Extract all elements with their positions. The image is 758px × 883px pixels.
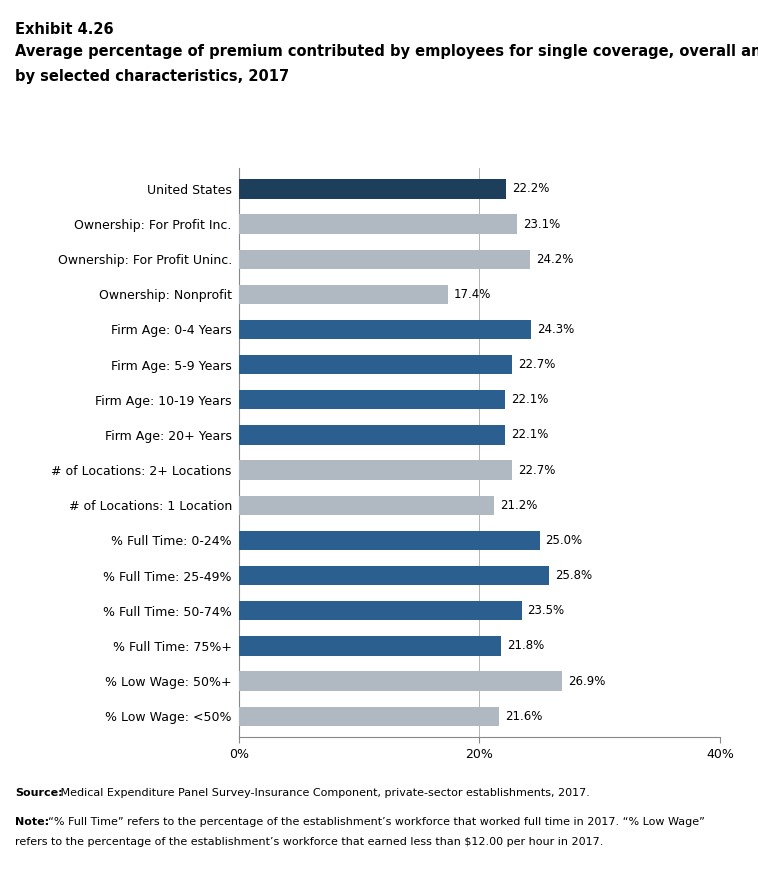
Text: 21.8%: 21.8% bbox=[507, 639, 544, 653]
Bar bbox=[239, 706, 499, 726]
Text: 17.4%: 17.4% bbox=[454, 288, 491, 301]
Bar bbox=[239, 531, 540, 550]
Text: 26.9%: 26.9% bbox=[568, 675, 606, 688]
Text: 22.7%: 22.7% bbox=[518, 464, 556, 477]
Text: 24.2%: 24.2% bbox=[536, 253, 573, 266]
Bar bbox=[239, 179, 506, 199]
Text: 24.3%: 24.3% bbox=[537, 323, 575, 336]
Text: Source:: Source: bbox=[15, 788, 63, 797]
Text: refers to the percentage of the establishment’s workforce that earned less than : refers to the percentage of the establis… bbox=[15, 837, 603, 847]
Text: Exhibit 4.26: Exhibit 4.26 bbox=[15, 22, 114, 37]
Text: Medical Expenditure Panel Survey-Insurance Component, private-sector establishme: Medical Expenditure Panel Survey-Insuran… bbox=[57, 788, 590, 797]
Text: 22.2%: 22.2% bbox=[512, 183, 550, 195]
Bar bbox=[239, 637, 501, 655]
Bar bbox=[239, 284, 448, 304]
Bar bbox=[239, 601, 522, 621]
Text: 22.1%: 22.1% bbox=[511, 428, 548, 442]
Bar bbox=[239, 250, 530, 268]
Text: Average percentage of premium contributed by employees for single coverage, over: Average percentage of premium contribute… bbox=[15, 44, 758, 59]
Text: 22.7%: 22.7% bbox=[518, 358, 556, 371]
Bar bbox=[239, 566, 550, 585]
Text: 25.0%: 25.0% bbox=[546, 534, 583, 547]
Bar bbox=[239, 320, 531, 339]
Text: 23.5%: 23.5% bbox=[528, 604, 565, 617]
Text: 21.2%: 21.2% bbox=[500, 499, 537, 512]
Bar bbox=[239, 495, 494, 515]
Bar bbox=[239, 390, 505, 410]
Text: 21.6%: 21.6% bbox=[505, 710, 542, 722]
Bar bbox=[239, 671, 562, 691]
Text: by selected characteristics, 2017: by selected characteristics, 2017 bbox=[15, 69, 290, 84]
Text: “% Full Time” refers to the percentage of the establishment’s workforce that wor: “% Full Time” refers to the percentage o… bbox=[48, 817, 705, 826]
Text: 25.8%: 25.8% bbox=[556, 569, 592, 582]
Bar bbox=[239, 460, 512, 479]
Text: Note:: Note: bbox=[15, 817, 49, 826]
Text: 22.1%: 22.1% bbox=[511, 393, 548, 406]
Bar bbox=[239, 355, 512, 374]
Bar bbox=[239, 215, 517, 234]
Text: 23.1%: 23.1% bbox=[523, 217, 560, 230]
Bar bbox=[239, 426, 505, 445]
